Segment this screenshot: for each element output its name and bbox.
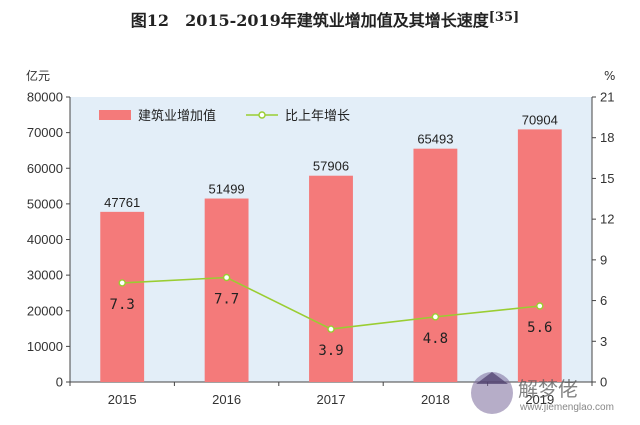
left-tick-label: 0 (56, 375, 63, 390)
left-tick-label: 50000 (27, 196, 63, 211)
left-tick-label: 40000 (27, 232, 63, 247)
bar-value-label: 70904 (522, 112, 558, 127)
watermark-logo: 解梦佬 www.jiemenglao.com (471, 372, 614, 414)
left-tick-label: 20000 (27, 303, 63, 318)
legend-bar-swatch (99, 110, 131, 120)
bar-value-label: 47761 (104, 195, 140, 210)
x-tick-label: 2017 (317, 392, 346, 407)
right-tick-label: 6 (600, 293, 607, 308)
bar-value-label: 65493 (417, 132, 453, 147)
left-axis-unit: 亿元 (26, 68, 50, 83)
growth-value-label: 7.3 (110, 297, 135, 313)
right-tick-label: 9 (600, 252, 607, 267)
bar (517, 129, 562, 382)
legend-line-marker (258, 111, 266, 119)
right-tick-label: 15 (600, 171, 614, 186)
left-tick-label: 10000 (27, 339, 63, 354)
growth-value-label: 4.8 (423, 331, 448, 347)
growth-point (118, 279, 126, 287)
legend-bar-label: 建筑业增加值 (138, 108, 216, 124)
growth-point (431, 313, 440, 321)
growth-point (222, 273, 231, 282)
legend: 建筑业增加值 比上年增长 (99, 108, 350, 124)
chart-title: 图12 2015-2019年建筑业增加值及其增长速度[35] (131, 10, 519, 30)
x-tick-label: 2018 (421, 392, 450, 407)
right-tick-label: 18 (600, 130, 614, 145)
bar-value-label: 57906 (313, 159, 349, 174)
right-tick-label: 0 (600, 375, 607, 390)
bar (413, 148, 458, 382)
growth-value-label: 5.6 (527, 320, 552, 336)
bar (100, 211, 145, 382)
right-axis: 0 3 6 9 12 15 18 21 (591, 90, 614, 390)
right-axis-unit: % (604, 69, 615, 83)
x-axis: 2015 2016 2017 2018 2019 (69, 381, 593, 407)
line-labels: 7.3 7.7 3.9 4.8 5.6 (110, 292, 553, 360)
bar (309, 175, 353, 382)
bar-labels: 47761 51499 57906 65493 70904 (104, 112, 558, 209)
growth-value-label: 3.9 (318, 343, 343, 359)
bar-value-label: 51499 (209, 182, 245, 197)
growth-value-label: 7.7 (214, 292, 239, 308)
bar-series (100, 129, 562, 382)
x-tick-label: 2015 (108, 392, 137, 407)
watermark-name: 解梦佬 (518, 377, 578, 401)
x-tick-label: 2016 (212, 392, 241, 407)
right-tick-label: 12 (600, 212, 614, 227)
left-tick-label: 80000 (27, 90, 63, 105)
right-tick-label: 21 (600, 90, 614, 105)
watermark-url: www.jiemenglao.com (519, 402, 614, 413)
left-tick-label: 60000 (27, 161, 63, 176)
title-main: 图12 2015-2019年建筑业增加值及其增长速度 (131, 11, 490, 30)
title-ref: [35] (489, 10, 519, 25)
growth-point (327, 325, 335, 333)
left-axis: 0 10000 20000 30000 40000 50000 60000 70000 8000… (27, 90, 71, 390)
growth-point (536, 302, 544, 310)
x-tick-label: 2019 (525, 392, 554, 407)
bar (204, 198, 249, 382)
legend-line-label: 比上年增长 (285, 109, 350, 124)
left-tick-label: 70000 (27, 125, 63, 140)
left-tick-label: 30000 (27, 268, 63, 283)
watermark-hat-icon (476, 372, 508, 384)
right-tick-label: 3 (600, 334, 607, 349)
line-series (118, 273, 544, 333)
